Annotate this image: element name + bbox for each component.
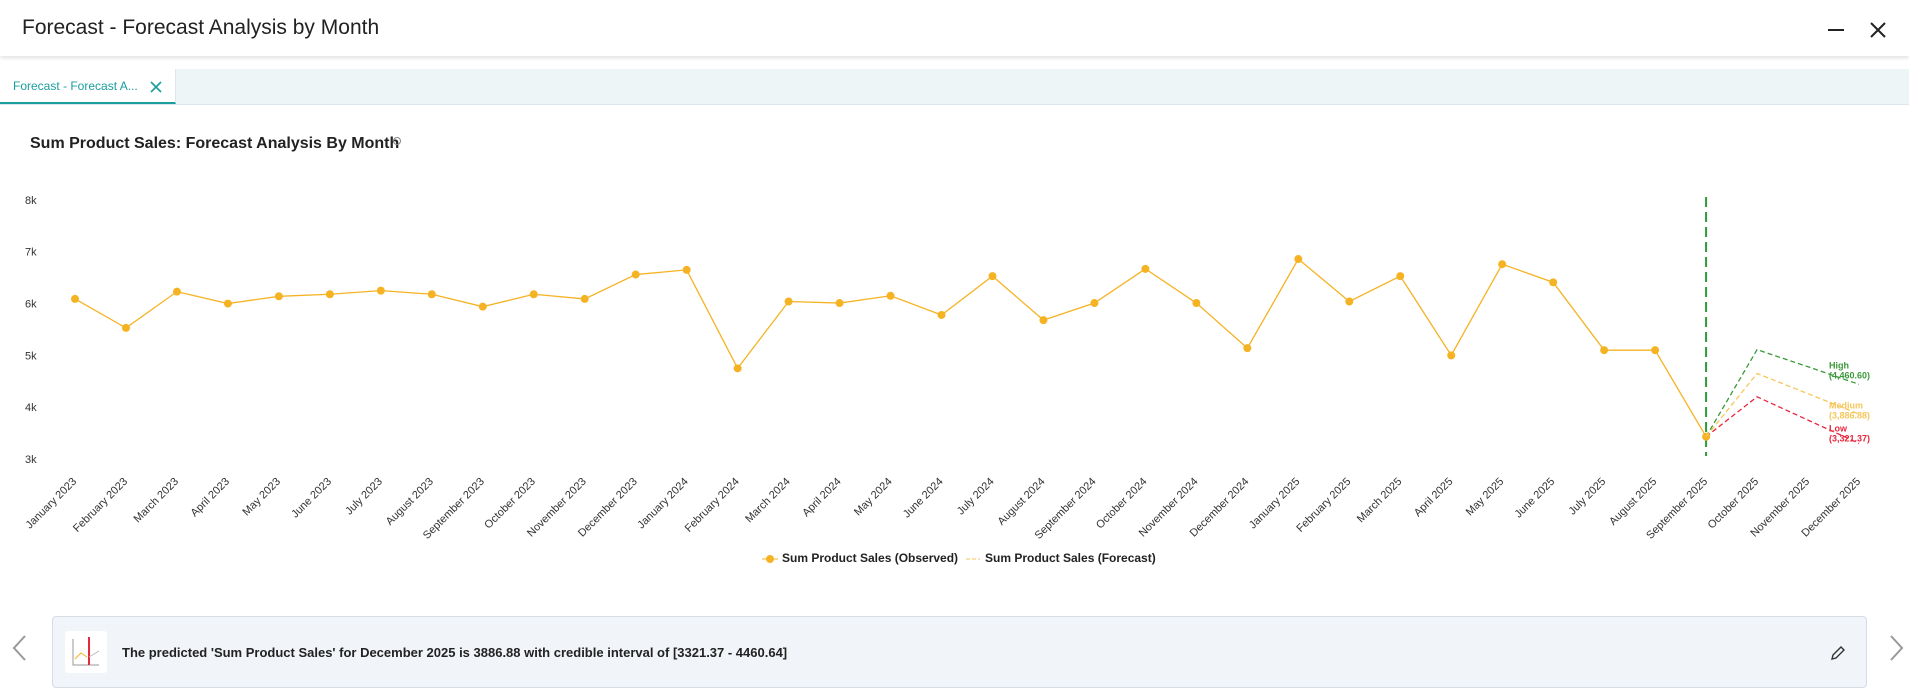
x-tick-label: April 2023 bbox=[189, 476, 233, 520]
legend-label: Sum Product Sales (Forecast) bbox=[985, 551, 1156, 565]
data-point bbox=[733, 364, 742, 373]
band-label: High bbox=[1829, 361, 1849, 371]
y-tick-label: 3k bbox=[25, 454, 37, 466]
data-point bbox=[835, 299, 844, 308]
y-tick-label: 6k bbox=[25, 299, 37, 311]
tab-bar: Forecast - Forecast A... bbox=[0, 69, 1909, 105]
data-point bbox=[1549, 278, 1558, 287]
data-point bbox=[121, 323, 130, 332]
data-point bbox=[1396, 272, 1405, 281]
data-point bbox=[1192, 299, 1201, 308]
data-point bbox=[325, 290, 334, 299]
data-point bbox=[478, 302, 487, 311]
x-tick-label: July 2023 bbox=[343, 476, 385, 518]
data-point bbox=[427, 290, 436, 299]
next-arrow bbox=[1890, 635, 1904, 661]
x-tick-label: May 2025 bbox=[1464, 476, 1507, 519]
x-tick-label: October 2023 bbox=[482, 476, 538, 532]
x-tick-label: January 2025 bbox=[1247, 476, 1303, 532]
prev-arrow bbox=[12, 635, 26, 661]
y-tick-label: 8k bbox=[25, 195, 37, 207]
data-point bbox=[682, 265, 691, 274]
header-title: Forecast - Forecast Analysis by Month bbox=[22, 16, 380, 39]
data-point bbox=[1039, 316, 1048, 325]
x-tick-label: October 2025 bbox=[1706, 476, 1762, 532]
chart: Sum Product Sales: Forecast Analysis By … bbox=[24, 135, 1870, 565]
x-tick-label: March 2023 bbox=[132, 476, 182, 526]
data-point bbox=[172, 287, 181, 296]
data-point bbox=[274, 292, 283, 301]
prev-button[interactable] bbox=[8, 632, 32, 664]
band-value-label: (4,460.60) bbox=[1829, 371, 1870, 381]
x-tick-label: June 2023 bbox=[289, 476, 334, 521]
band-label: Medium bbox=[1829, 400, 1863, 410]
x-tick-label: June 2025 bbox=[1513, 476, 1558, 521]
data-point bbox=[1294, 255, 1303, 264]
data-point bbox=[937, 310, 946, 319]
x-tick-label: February 2025 bbox=[1294, 476, 1353, 535]
data-point bbox=[376, 286, 385, 295]
data-point bbox=[71, 294, 79, 303]
x-tick-label: April 2025 bbox=[1412, 476, 1456, 520]
insight-icon-graphic bbox=[72, 637, 100, 666]
data-point bbox=[1090, 299, 1099, 308]
x-tick-label: February 2023 bbox=[71, 476, 130, 535]
series-line bbox=[74, 258, 1707, 438]
data-point bbox=[1498, 260, 1507, 269]
x-tick-label: February 2024 bbox=[683, 476, 742, 535]
data-point bbox=[1651, 346, 1660, 355]
tab-label: Forecast - Forecast A... bbox=[13, 79, 138, 93]
insight-panel: The predicted 'Sum Product Sales' for De… bbox=[52, 616, 1867, 688]
data-point bbox=[1447, 351, 1456, 360]
insight-text: The predicted 'Sum Product Sales' for De… bbox=[122, 645, 788, 660]
band-label: Low bbox=[1829, 424, 1848, 434]
edit-button[interactable] bbox=[1829, 644, 1847, 662]
next-button[interactable] bbox=[1884, 632, 1908, 664]
x-tick-label: March 2024 bbox=[743, 476, 793, 526]
x-tick-label: April 2024 bbox=[800, 476, 844, 520]
x-tick-label: March 2025 bbox=[1355, 476, 1405, 526]
x-tick-label: June 2024 bbox=[901, 476, 946, 521]
info-icon[interactable] bbox=[393, 137, 401, 145]
x-tick-label: August 2023 bbox=[384, 476, 436, 528]
data-point bbox=[784, 297, 793, 306]
data-point bbox=[223, 299, 232, 308]
x-tick-label: January 2023 bbox=[24, 476, 80, 532]
data-point bbox=[580, 294, 589, 303]
lower-bound-line bbox=[1705, 396, 1860, 444]
data-point bbox=[1345, 297, 1354, 306]
data-point bbox=[1600, 346, 1609, 355]
close-button[interactable] bbox=[1868, 20, 1888, 40]
y-tick-label: 4k bbox=[25, 402, 37, 414]
x-tick-label: July 2024 bbox=[955, 476, 997, 518]
x-tick-label: May 2024 bbox=[852, 476, 895, 519]
x-tick-label: August 2024 bbox=[995, 476, 1047, 528]
data-point bbox=[886, 291, 895, 300]
tab-close[interactable] bbox=[150, 81, 162, 93]
data-point bbox=[1243, 344, 1252, 353]
legend-label: Sum Product Sales (Observed) bbox=[782, 551, 958, 565]
x-tick-label: August 2025 bbox=[1607, 476, 1659, 528]
insight-icon bbox=[65, 631, 107, 673]
band-value-label: (3,886.88) bbox=[1829, 410, 1870, 420]
x-tick-label: January 2024 bbox=[635, 476, 691, 532]
x-tick-label: July 2025 bbox=[1567, 476, 1609, 518]
y-tick-label: 5k bbox=[25, 350, 37, 362]
data-point bbox=[1141, 264, 1150, 273]
x-tick-label: May 2023 bbox=[240, 476, 283, 519]
tab[interactable]: Forecast - Forecast A... bbox=[0, 69, 176, 104]
data-point bbox=[529, 290, 538, 299]
series-line bbox=[1705, 372, 1860, 438]
chart-title: Sum Product Sales: Forecast Analysis By … bbox=[30, 135, 399, 152]
data-point bbox=[631, 270, 640, 279]
x-tick-label: October 2024 bbox=[1094, 476, 1150, 532]
minimize-button[interactable] bbox=[1826, 20, 1846, 40]
data-point bbox=[988, 272, 997, 281]
y-tick-label: 7k bbox=[25, 247, 37, 259]
band-value-label: (3,321.37) bbox=[1829, 434, 1870, 444]
header: Forecast - Forecast Analysis by Month bbox=[0, 0, 1909, 56]
upper-bound-line bbox=[1705, 348, 1860, 438]
